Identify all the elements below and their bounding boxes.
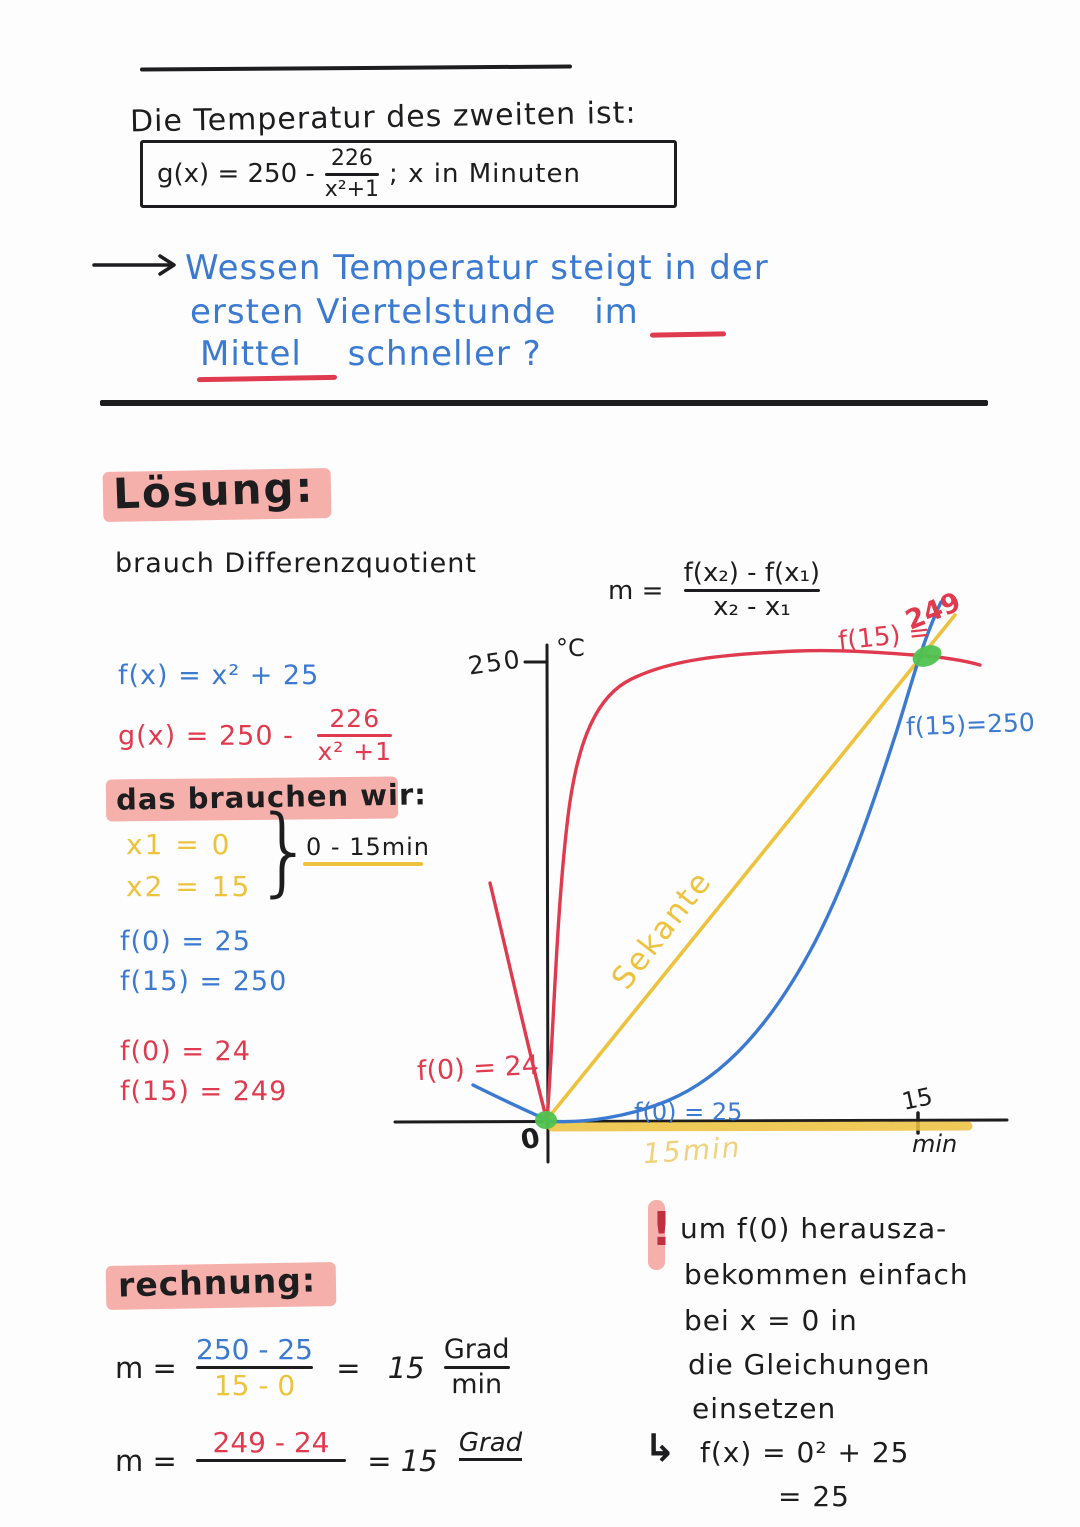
calc-eq1: m = 250 - 25 15 - 0 = 15 Grad min (115, 1335, 510, 1401)
f15-red-value: f(15) = 249 (120, 1076, 288, 1107)
formula-box: g(x) = 250 - 226 x²+1 ; x in Minuten (140, 140, 677, 208)
note-line-5: einsetzen (692, 1392, 837, 1425)
fraction-bar (443, 1366, 510, 1370)
underline-im (649, 331, 727, 338)
g-formula-fraction: 226 x²+1 (324, 146, 380, 202)
g-formula-lhs: g(x) = 250 - (157, 159, 315, 189)
question-word-im: im (594, 292, 639, 332)
note-line-4: die Gleichungen (688, 1348, 931, 1381)
fraction-bar (324, 172, 380, 176)
y-unit-label: °C (556, 634, 585, 662)
underline-mittel (196, 374, 338, 383)
calc-eq1-denominator: 15 - 0 (213, 1369, 296, 1403)
calc-eq1-value: 15 (387, 1350, 425, 1385)
note-line-2: bekommen einfach (684, 1258, 969, 1291)
calc-eq1-numerator: 250 - 25 (196, 1333, 313, 1366)
calc-eq1-unit-num: Grad (443, 1334, 510, 1366)
g-equation: g(x) = 250 - 226 x² +1 (118, 704, 393, 767)
f-equation: f(x) = x² + 25 (118, 660, 320, 691)
green-dot-f15 (912, 645, 942, 667)
m-formula-numerator: f(x₂) - f(x₁) (683, 558, 821, 588)
g-formula-numerator: 226 (330, 146, 373, 172)
f15-blue-value: f(15) = 250 (120, 966, 288, 997)
curly-brace: } (254, 795, 316, 907)
note-result: = 25 (778, 1480, 850, 1513)
section-divider (100, 400, 988, 406)
calc-eq2-denominator (267, 1464, 276, 1493)
solution-intro: brauch Differenzquotient (115, 548, 477, 579)
f0-red-graph-label: f(0) = 24 (416, 1049, 540, 1088)
solution-heading: Lösung: (112, 462, 316, 519)
g-equation-numerator: 226 (329, 704, 381, 733)
question-arrow-icon (92, 254, 176, 276)
calc-eq1-unit-fraction: Grad min (443, 1334, 510, 1401)
calc-eq2-numerator: 249 - 24 (212, 1426, 330, 1459)
note-line-3: bei x = 0 in (684, 1304, 858, 1337)
m-formula-lhs: m = (608, 575, 664, 606)
calc-eq1-fraction: 250 - 25 15 - 0 (196, 1335, 313, 1401)
m-formula: m = f(x₂) - f(x₁) x₂ - x₁ (608, 558, 821, 623)
note-line-1: um f(0) herausza- (680, 1212, 948, 1245)
range-underline (303, 862, 423, 866)
x-unit-label: min (912, 1130, 958, 1158)
m-formula-denominator: x₂ - x₁ (713, 592, 791, 623)
calc-eq2-lhs: m = (115, 1443, 177, 1478)
note-bang-highlight (648, 1200, 665, 1270)
note-formula: f(x) = 0² + 25 (700, 1436, 910, 1469)
top-rule (139, 64, 573, 72)
question-line-3: Mittel schneller ? (200, 334, 542, 374)
f0-blue-graph-label: f(0) = 25 (634, 1098, 743, 1126)
note-return-arrow-icon: ↳ (644, 1426, 676, 1470)
page-title: Die Temperatur des zweiten ist: (129, 95, 637, 140)
x1-value: x1 = 0 (126, 828, 232, 861)
blue-curve (545, 600, 943, 1124)
x2-value: x2 = 15 (126, 870, 252, 903)
calc-eq2-equals-value: = 15 (367, 1443, 438, 1478)
calc-eq2-fraction: 249 - 24 (196, 1428, 346, 1494)
g-equation-lhs: g(x) = 250 - (118, 720, 294, 752)
question-line-3-text: schneller ? (347, 334, 542, 374)
note-bang: ! (651, 1202, 672, 1256)
f15-blue-graph-label: f(15)=250 (905, 707, 1036, 742)
calc-heading: rechnung: (117, 1260, 317, 1305)
blue-curve-left-branch (471, 1083, 547, 1121)
calc-eq2: m = 249 - 24 = 15 Grad (115, 1428, 523, 1494)
fraction-bar (317, 734, 393, 738)
calc-eq2-unit: Grad (458, 1428, 523, 1461)
calc-eq1-lhs: m = (115, 1350, 177, 1385)
calc-eq1-unit-den: min (451, 1369, 503, 1401)
secant-line (543, 613, 957, 1124)
g-equation-denominator: x² +1 (317, 737, 393, 767)
fraction-bar (196, 1459, 346, 1463)
question-line-2-text: ersten Viertelstunde (190, 292, 557, 332)
x-axis (393, 1118, 1009, 1124)
fraction-bar (683, 589, 821, 593)
f0-blue-value: f(0) = 25 (120, 926, 251, 957)
fraction-bar (196, 1366, 313, 1370)
calc-eq1-equals: = (336, 1350, 361, 1385)
f0-red-value: f(0) = 24 (120, 1036, 251, 1067)
question-word-mittel: Mittel (200, 334, 302, 374)
red-curve-left-branch (488, 881, 548, 1119)
question-line-2: ersten Viertelstunde im (190, 292, 639, 332)
g-equation-fraction: 226 x² +1 (317, 704, 393, 767)
g-formula-suffix: ; x in Minuten (389, 159, 581, 189)
question-line-1: Wessen Temperatur steigt in der (185, 248, 769, 288)
graph (393, 600, 1009, 1164)
green-dot-origin (535, 1111, 557, 1129)
x-axis-highlight (547, 1121, 973, 1132)
m-formula-fraction: f(x₂) - f(x₁) x₂ - x₁ (683, 558, 821, 623)
y-axis (545, 643, 550, 1164)
range-label: 0 - 15min (306, 833, 430, 861)
g-formula-denominator: x²+1 (324, 176, 380, 202)
range-15min-label: 15min (641, 1130, 743, 1171)
